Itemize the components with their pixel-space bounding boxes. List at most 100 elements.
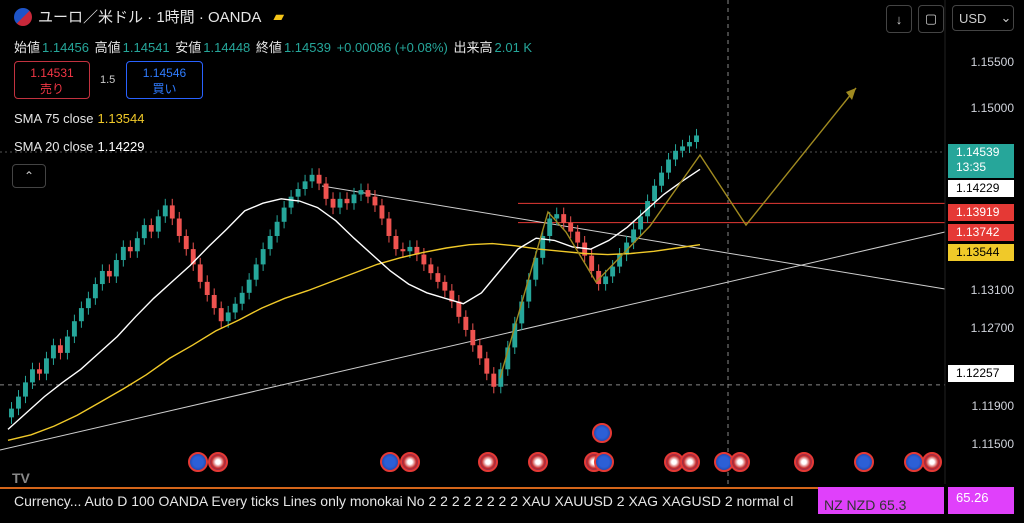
axis-tick: 1.11900 xyxy=(971,399,1015,413)
indicator-name: SMA 20 close xyxy=(14,139,94,154)
us-event-icon[interactable] xyxy=(680,452,700,472)
candle-body xyxy=(680,146,685,151)
favorite-flag-icon[interactable]: ▰ xyxy=(273,8,285,24)
download-button[interactable]: ↓ xyxy=(886,5,912,33)
indicator-sma20[interactable]: SMA 20 close 1.14229 xyxy=(14,139,145,154)
candle-body xyxy=(253,264,259,280)
us-event-icon[interactable] xyxy=(922,452,942,472)
ticker-overlay: NZ NZD 65.3 xyxy=(818,487,944,514)
candle-body xyxy=(673,150,678,160)
projection-arrowhead xyxy=(846,88,856,100)
volume-label: 出来高 xyxy=(453,40,493,55)
candle-body xyxy=(512,323,518,348)
candle-body xyxy=(16,396,21,409)
axis-tick: 1.11500 xyxy=(971,437,1015,451)
candle-body xyxy=(498,369,504,387)
eu-event-icon[interactable] xyxy=(854,452,874,472)
candle-body xyxy=(463,316,469,330)
candle-body xyxy=(596,270,602,285)
candle-body xyxy=(505,347,511,370)
eu-event-icon[interactable] xyxy=(380,452,400,472)
chevron-up-icon: ⌃ xyxy=(23,169,35,183)
candle-body xyxy=(260,249,266,265)
us-event-icon[interactable] xyxy=(730,452,750,472)
axis-tick: 1.13100 xyxy=(970,283,1014,297)
chevron-down-icon: ⌄ xyxy=(1000,10,1012,25)
candle-body xyxy=(99,270,105,285)
candle-body xyxy=(547,218,553,236)
eu-event-icon[interactable] xyxy=(904,452,924,472)
axis-tick: 1.15500 xyxy=(970,55,1014,69)
eur-usd-flag-icon xyxy=(14,7,32,26)
candle-body xyxy=(575,231,581,243)
candle-body xyxy=(456,301,462,317)
candle-body xyxy=(316,174,322,184)
us-event-icon[interactable] xyxy=(400,452,420,472)
candle-body xyxy=(141,225,147,239)
sma75-line xyxy=(7,242,701,441)
candle-body xyxy=(526,279,532,302)
arrow-down-icon: ↓ xyxy=(895,11,903,27)
level-price-label: 1.13919 xyxy=(948,204,1014,221)
us-event-icon[interactable] xyxy=(794,452,814,472)
candle-body xyxy=(337,198,343,208)
eu-event-icon[interactable] xyxy=(594,452,614,472)
candle-body xyxy=(323,183,329,199)
candle-body xyxy=(274,221,280,236)
candle-body xyxy=(43,358,49,374)
candle-body xyxy=(239,292,245,304)
candle-body xyxy=(631,229,637,243)
symbol-title: ユーロ／米ドル · 1時間 · OANDA xyxy=(38,9,262,26)
candle-body xyxy=(134,238,140,252)
level-price-label: 1.13742 xyxy=(948,224,1014,241)
last-price-label: 1.14539 13:35 xyxy=(948,144,1014,178)
candle-body xyxy=(106,270,112,277)
eu-event-icon[interactable] xyxy=(188,452,208,472)
tradingview-logo[interactable]: TV xyxy=(12,470,30,486)
candle-body xyxy=(85,298,91,309)
ticker-overlay-value: 65.26 xyxy=(948,487,1014,514)
currency-value: USD xyxy=(959,10,987,26)
fullscreen-icon: ▢ xyxy=(924,11,938,26)
last-price: 1.14539 xyxy=(956,145,1000,159)
currency-select[interactable]: USD ⌄ xyxy=(952,5,1014,31)
us-event-icon[interactable] xyxy=(478,452,498,472)
candle-body xyxy=(71,321,77,337)
us-event-icon[interactable] xyxy=(528,452,548,472)
ohlc-bar: 始値 1.14456 高値 1.14541 安値 1.14448 終値 1.14539 … xyxy=(14,37,534,56)
candle-body xyxy=(162,205,168,217)
candle-body xyxy=(9,408,14,418)
open-value: 1.14456 xyxy=(42,40,90,55)
indicator-sma75[interactable]: SMA 75 close 1.13544 xyxy=(14,111,145,126)
candle-body xyxy=(50,345,56,359)
candle-body xyxy=(561,214,567,223)
volume-value: 2.01 K xyxy=(494,40,533,55)
change-value: +0.00086 (+0.08%) xyxy=(336,40,448,55)
collapse-indicators-button[interactable]: ⌃ xyxy=(12,164,46,188)
indicator-name: SMA 75 close xyxy=(14,111,94,126)
candle-body xyxy=(92,284,98,299)
candle-body xyxy=(30,369,35,383)
candle-body xyxy=(617,254,623,267)
eu-event-icon[interactable] xyxy=(592,423,612,443)
candle-body xyxy=(204,281,210,295)
candle-body xyxy=(407,246,413,252)
low-value: 1.14448 xyxy=(203,40,251,55)
candle-body xyxy=(295,189,301,197)
candle-body xyxy=(281,207,287,222)
candle-body xyxy=(540,235,546,258)
sell-label: 売り xyxy=(39,82,64,96)
candle-body xyxy=(386,218,392,236)
fullscreen-button[interactable]: ▢ xyxy=(918,5,944,33)
candle-body xyxy=(568,222,574,232)
candle-body xyxy=(358,190,364,195)
candle-body xyxy=(554,214,560,219)
sell-button[interactable]: 1.14531 売り xyxy=(14,61,90,99)
low-label: 安値 xyxy=(175,40,202,55)
buy-button[interactable]: 1.14546 買い xyxy=(126,61,203,99)
us-event-icon[interactable] xyxy=(208,452,228,472)
candle-body xyxy=(428,264,434,274)
candle-body xyxy=(211,294,217,309)
symbol-header[interactable]: ユーロ／米ドル · 1時間 · OANDA ▰ xyxy=(14,6,284,27)
